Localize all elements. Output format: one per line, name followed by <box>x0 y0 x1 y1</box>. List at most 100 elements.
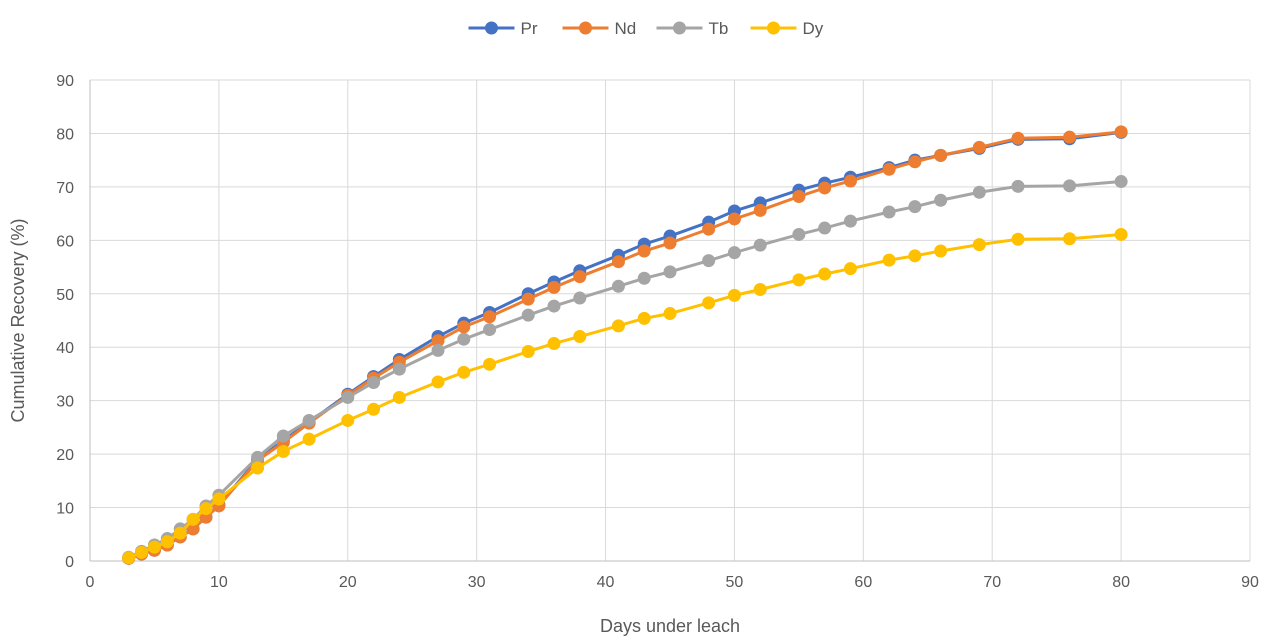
y-tick-label: 40 <box>56 340 74 357</box>
data-point-nd <box>611 255 625 269</box>
data-point-nd <box>727 212 741 226</box>
data-point-dy <box>276 444 290 458</box>
data-point-dy <box>122 551 136 565</box>
x-tick-label: 80 <box>1112 574 1130 591</box>
x-tick-label: 20 <box>339 574 357 591</box>
data-point-nd <box>483 310 497 324</box>
data-point-dy <box>521 344 535 358</box>
data-point-dy <box>392 390 406 404</box>
data-point-tb <box>611 279 625 293</box>
axes <box>89 80 1250 562</box>
data-point-tb <box>276 429 290 443</box>
data-point-tb <box>392 362 406 376</box>
data-point-nd <box>843 174 857 188</box>
data-point-dy <box>135 545 149 559</box>
data-point-dy <box>1063 232 1077 246</box>
data-point-nd <box>521 292 535 306</box>
data-point-dy <box>1011 232 1025 246</box>
data-point-tb <box>483 323 497 337</box>
legend-item-dy: Dy <box>750 19 824 38</box>
x-tick-label: 50 <box>726 574 744 591</box>
series-line-nd <box>128 130 1122 560</box>
data-point-tb <box>637 271 651 285</box>
data-point-tb <box>663 265 677 279</box>
y-tick-label: 10 <box>56 501 74 518</box>
series <box>122 125 1128 565</box>
data-point-nd <box>702 222 716 236</box>
data-point-dy <box>663 307 677 321</box>
data-point-tb <box>302 413 316 427</box>
legend: Pr Nd Tb Dy <box>468 19 824 38</box>
data-point-dy <box>934 244 948 258</box>
data-point-dy <box>251 461 265 475</box>
series-line-pr <box>128 130 1122 560</box>
data-point-nd <box>431 334 445 348</box>
data-point-nd <box>186 522 200 536</box>
data-point-dy <box>753 283 767 297</box>
series-dy <box>122 227 1128 565</box>
legend-marker-tb <box>673 21 686 35</box>
data-point-nd <box>934 148 948 162</box>
data-point-tb <box>547 299 561 313</box>
legend-marker-nd <box>579 21 592 35</box>
data-point-nd <box>1114 125 1128 139</box>
data-point-dy <box>147 540 161 554</box>
data-point-dy <box>431 375 445 389</box>
series-line-tb <box>128 180 1122 559</box>
y-tick-label: 20 <box>56 447 74 464</box>
data-point-nd <box>908 155 922 169</box>
data-point-tb <box>521 308 535 322</box>
data-point-dy <box>160 535 174 549</box>
legend-label-tb: Tb <box>709 19 729 38</box>
data-point-tb <box>818 221 832 235</box>
legend-item-pr: Pr <box>468 19 538 38</box>
y-tick-label: 60 <box>56 233 74 250</box>
data-point-nd <box>792 190 806 204</box>
data-point-dy <box>792 273 806 287</box>
data-point-dy <box>637 311 651 325</box>
data-point-tb <box>882 205 896 219</box>
tick-labels: 0 10 20 30 40 50 60 70 80 90 0 10 20 30 40 50 60 70 80 90 <box>56 73 1259 591</box>
data-point-dy <box>173 526 187 540</box>
data-point-dy <box>702 296 716 310</box>
data-point-nd <box>663 236 677 250</box>
series-tb <box>122 175 1128 564</box>
y-tick-label: 0 <box>65 554 74 571</box>
data-point-tb <box>843 214 857 228</box>
data-point-nd <box>972 140 986 154</box>
data-point-dy <box>547 336 561 350</box>
data-point-tb <box>934 193 948 207</box>
legend-item-nd: Nd <box>562 19 636 38</box>
legend-label-pr: Pr <box>521 19 538 38</box>
y-axis-title: Cumulative Recovery (%) <box>8 218 28 422</box>
data-point-tb <box>431 343 445 357</box>
x-tick-label: 30 <box>468 574 486 591</box>
data-point-tb <box>367 375 381 389</box>
data-point-nd <box>882 162 896 176</box>
y-tick-label: 80 <box>56 126 74 143</box>
data-point-dy <box>818 267 832 281</box>
data-point-dy <box>727 288 741 302</box>
data-point-nd <box>547 280 561 294</box>
data-point-dy <box>483 357 497 371</box>
data-point-dy <box>1114 227 1128 241</box>
data-point-tb <box>251 450 265 464</box>
data-point-dy <box>186 512 200 526</box>
data-point-dy <box>199 502 213 516</box>
data-point-nd <box>637 244 651 258</box>
data-point-tb <box>792 227 806 241</box>
data-point-dy <box>908 249 922 263</box>
data-point-tb <box>727 246 741 260</box>
legend-item-tb: Tb <box>656 19 729 38</box>
data-point-dy <box>611 319 625 333</box>
data-point-dy <box>457 365 471 379</box>
legend-marker-pr <box>485 21 498 35</box>
data-point-nd <box>1011 131 1025 145</box>
y-tick-label: 50 <box>56 287 74 304</box>
data-point-tb <box>457 332 471 346</box>
data-point-tb <box>908 200 922 214</box>
data-point-nd <box>753 203 767 217</box>
data-point-tb <box>1114 175 1128 189</box>
data-point-tb <box>753 238 767 252</box>
